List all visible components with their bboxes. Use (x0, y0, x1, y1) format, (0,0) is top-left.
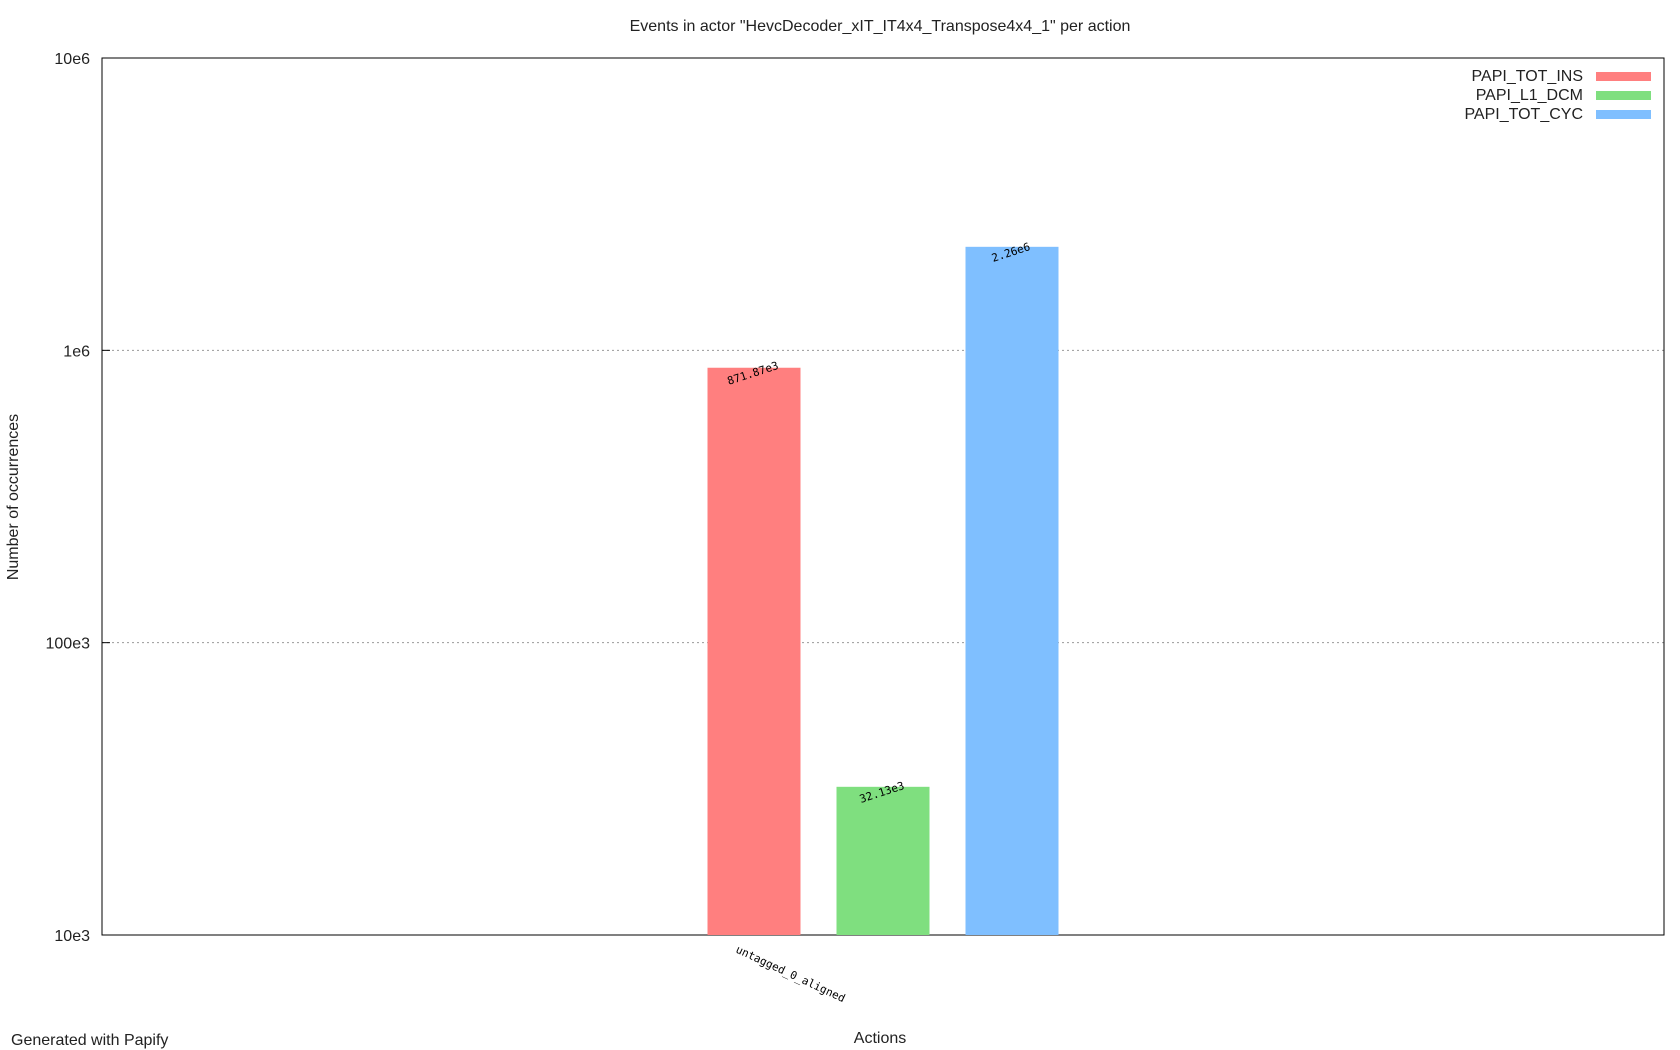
bar-papi-tot-ins (707, 367, 801, 935)
bar-papi-tot-cyc (965, 246, 1059, 936)
legend-entry-label: PAPI_TOT_CYC (1464, 106, 1583, 123)
legend-swatch (1596, 72, 1651, 81)
footer-note: Generated with Papify (11, 1032, 168, 1049)
legend: PAPI_TOT_INS PAPI_L1_DCM PAPI_TOT_CYC (1464, 68, 1651, 123)
y-axis-label: Number of occurrences (5, 414, 22, 580)
legend-swatch (1596, 110, 1651, 119)
bar-papi-l1-dcm (836, 786, 930, 935)
y-tick-label: 1e6 (63, 343, 90, 360)
x-tick-label: untagged_0_aligned (734, 943, 848, 1005)
legend-swatch (1596, 91, 1651, 100)
legend-entry-label: PAPI_TOT_INS (1472, 68, 1583, 85)
x-axis: untagged_0_aligned (734, 943, 848, 1005)
legend-entry-label: PAPI_L1_DCM (1476, 87, 1583, 104)
y-tick-label: 10e3 (54, 928, 90, 945)
chart-title: Events in actor "HevcDecoder_xIT_IT4x4_T… (630, 18, 1131, 35)
grid-lines (102, 349, 1664, 644)
x-axis-label: Actions (854, 1030, 906, 1047)
y-tick-label: 10e6 (54, 51, 90, 68)
y-tick-label: 100e3 (46, 636, 91, 653)
y-axis: 10e3 100e3 1e6 10e6 (46, 51, 110, 945)
